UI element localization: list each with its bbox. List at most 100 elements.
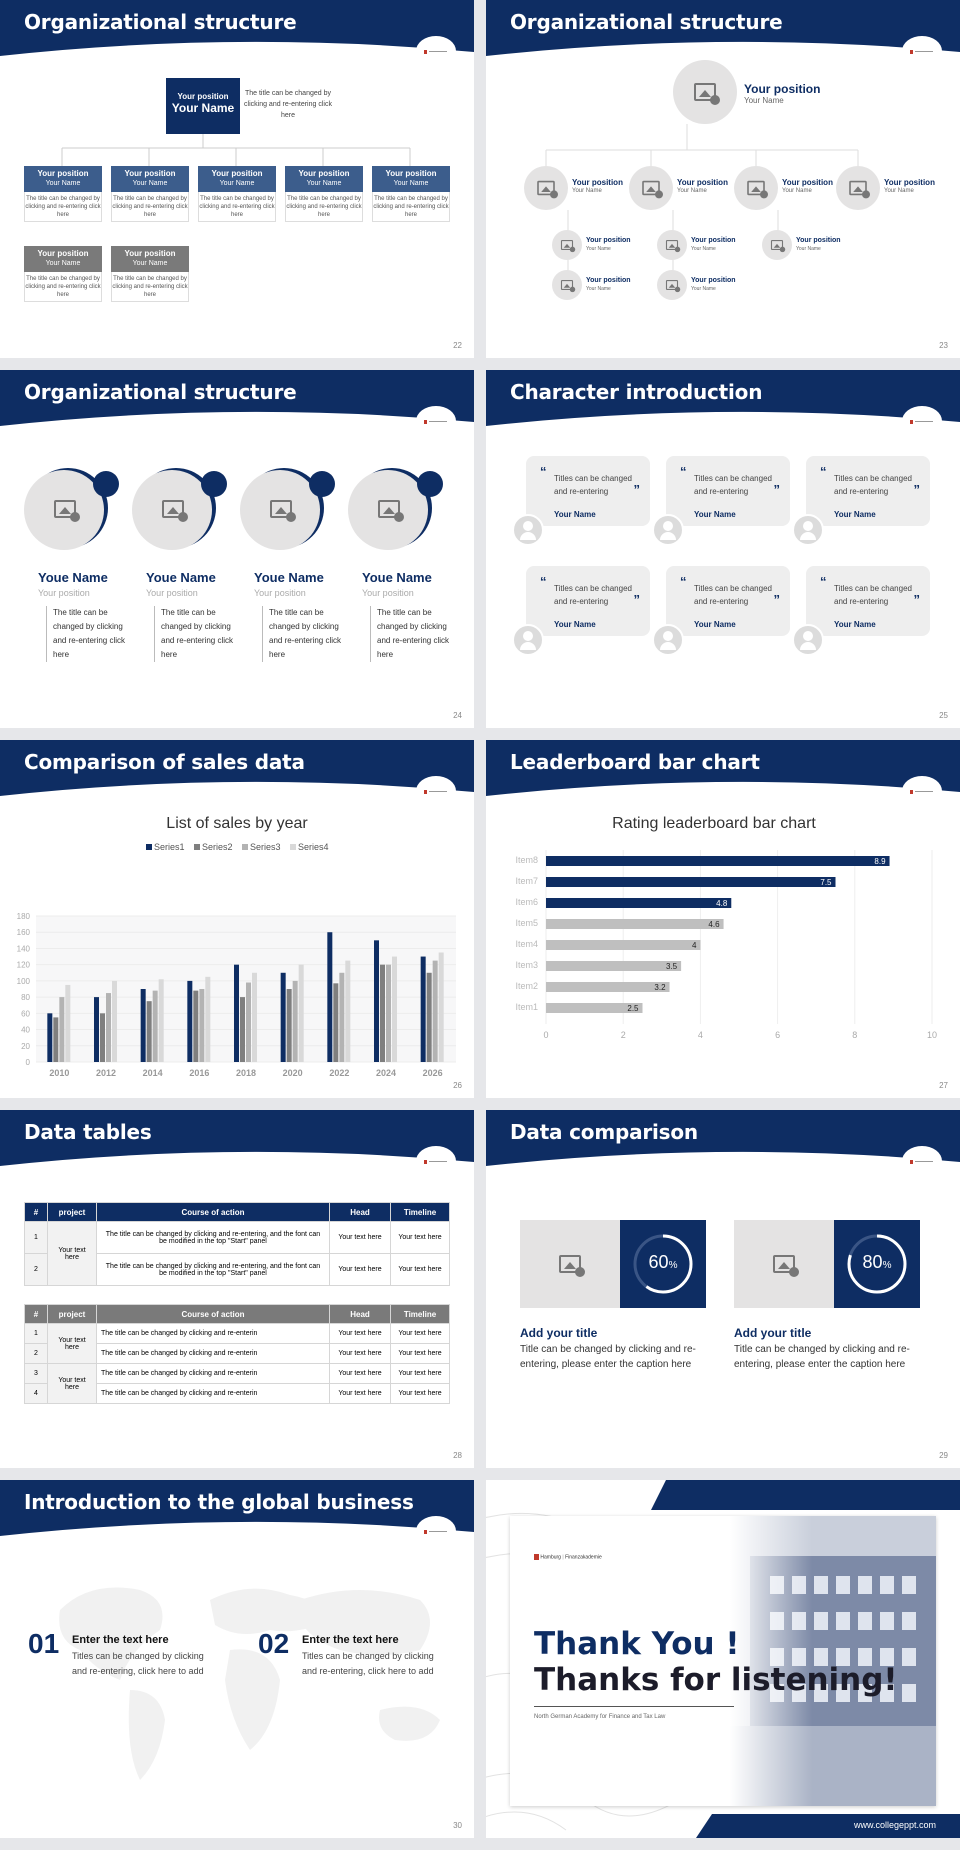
image-placeholder-icon	[560, 280, 576, 293]
logo	[902, 406, 942, 436]
member-position: Your position	[782, 178, 833, 187]
y-tick-label: 0	[26, 1058, 31, 1067]
person-desc: The title can be changed by clicking and…	[262, 606, 347, 662]
open-quote-icon: “	[540, 574, 547, 589]
data-label: 3.5	[666, 962, 678, 971]
org-box-header: Your position Your Name	[111, 246, 189, 272]
bar	[339, 972, 345, 1062]
org-name: Your Name	[132, 180, 168, 187]
org-box-header: Your position Your Name	[198, 166, 276, 192]
y-tick-label: 120	[17, 961, 31, 970]
org-name: Your Name	[219, 180, 255, 187]
x-tick-label: 2010	[49, 1068, 69, 1078]
slide-31: Hamburg | Finanzakademie Thank You ! Tha…	[486, 1480, 960, 1838]
member-position: Your position	[691, 277, 736, 284]
bar	[380, 964, 385, 1062]
col-header: Timeline	[390, 1304, 450, 1324]
slide-25: Character introduction “” Titles can be c…	[486, 370, 960, 728]
legend-label: Series4	[298, 842, 329, 852]
legend-swatch	[194, 844, 200, 850]
slide-header: Comparison of sales data	[0, 740, 474, 800]
user-avatar-icon	[512, 514, 544, 546]
member-avatar	[836, 166, 880, 210]
percent-panel: 80%	[834, 1220, 920, 1308]
org-position: Your position	[124, 249, 176, 258]
y-tick-label: Item7	[515, 876, 538, 886]
quote-card: “ ” Titles can be changed and re-entering Y…	[526, 456, 650, 526]
org-box: Your position Your Name The title can be c…	[198, 166, 276, 222]
item-heading: Enter the text here	[302, 1634, 399, 1646]
top-name: Your Name	[171, 101, 235, 115]
percent-value: 60	[648, 1252, 669, 1272]
bar	[234, 964, 239, 1062]
bar	[158, 979, 164, 1062]
slide-29: Data comparison 60% Add your title Title c…	[486, 1110, 960, 1468]
bar	[252, 972, 257, 1062]
org-box-header: Your position Your Name	[111, 166, 189, 192]
role-badge: PR	[232, 480, 244, 489]
y-tick-label: 160	[17, 928, 31, 937]
legend-label: Series3	[250, 842, 281, 852]
bar	[546, 1003, 643, 1013]
bar	[53, 1017, 59, 1062]
close-quote-icon: ”	[773, 592, 781, 607]
user-avatar-icon	[792, 514, 824, 546]
org-box: Your position Your Name The title can be c…	[111, 166, 189, 222]
item-text: Titles can be changed by clicking and re…	[302, 1651, 434, 1676]
member-name: Your Name	[586, 286, 611, 292]
bar	[286, 989, 292, 1062]
slide-header: Data comparison	[486, 1110, 960, 1170]
thank-you-line2: Thanks for listening!	[534, 1662, 898, 1698]
data-label: 7.5	[820, 878, 832, 887]
item-number: 01	[28, 1628, 60, 1659]
y-tick-label: Item3	[515, 960, 538, 970]
logo	[416, 1146, 456, 1176]
thank-you-line1: Thank You !	[534, 1626, 740, 1662]
world-map-background	[59, 1587, 440, 1780]
y-tick-label: 100	[17, 977, 31, 986]
close-quote-icon: ”	[913, 482, 921, 497]
item-text: Titles can be changed by clicking and re…	[72, 1651, 204, 1676]
member-name: Your Name	[691, 286, 716, 292]
user-avatar-icon	[792, 624, 824, 656]
x-tick-label: 10	[927, 1030, 937, 1040]
open-quote-icon: “	[820, 464, 827, 479]
logo	[902, 776, 942, 806]
percent-unit: %	[882, 1260, 892, 1271]
bar	[292, 980, 298, 1062]
close-quote-icon: ”	[913, 592, 921, 607]
card-text: Titles can be changed and re-entering	[694, 474, 772, 496]
slide-header: Introduction to the global business	[0, 1480, 474, 1540]
image-placeholder-icon	[665, 240, 681, 253]
bar	[546, 919, 724, 929]
member-position: Your position	[884, 178, 935, 187]
image-placeholder-icon	[537, 180, 558, 199]
bar	[140, 989, 146, 1062]
member-name: Your Name	[677, 188, 707, 194]
person-position: Your position	[146, 588, 198, 598]
logo	[416, 776, 456, 806]
bar	[65, 984, 71, 1062]
action-cell: The title can be changed by clicking and…	[96, 1221, 330, 1254]
org-position: Your position	[211, 169, 263, 178]
bar	[47, 1013, 53, 1062]
page-number: 23	[939, 341, 948, 350]
item-heading: Add your title	[520, 1326, 598, 1340]
project-cell: Your text here	[47, 1363, 97, 1404]
role-badge: IT	[342, 480, 350, 489]
item-heading: Enter the text here	[72, 1634, 169, 1646]
action-cell: The title can be changed by clicking and…	[96, 1323, 330, 1344]
action-cell: The title can be changed by clicking and…	[96, 1383, 330, 1404]
y-tick-label: Item4	[515, 939, 538, 949]
bar	[106, 993, 111, 1062]
x-tick-label: 2014	[143, 1068, 163, 1078]
slide-27: Leaderboard bar chart Rating leaderboard…	[486, 740, 960, 1098]
x-tick-label: 8	[852, 1030, 857, 1040]
bar	[374, 940, 379, 1062]
card-text: Titles can be changed and re-entering	[694, 584, 772, 606]
project-cell: Your text here	[47, 1221, 97, 1286]
image-placeholder-icon	[162, 500, 188, 522]
bar	[59, 997, 65, 1062]
member-avatar	[657, 230, 687, 260]
head-cell: Your text here	[329, 1363, 391, 1384]
